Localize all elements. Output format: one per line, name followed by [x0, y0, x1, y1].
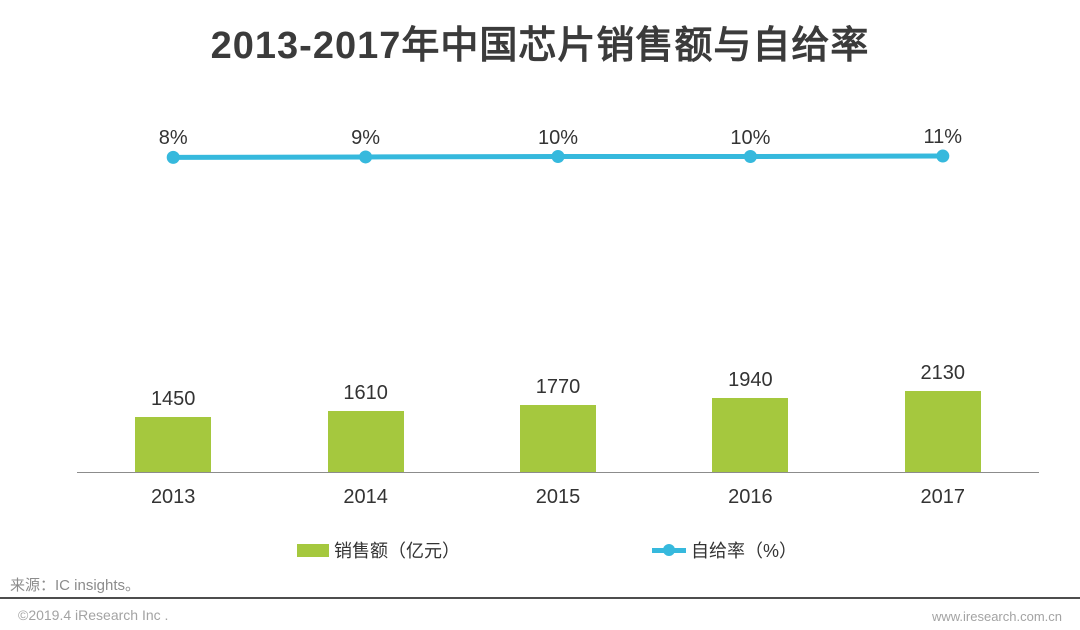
- chart-title: 2013-2017年中国芯片销售额与自给率: [210, 25, 870, 67]
- copyright-text: ©2019.4 iResearch Inc .: [18, 607, 169, 623]
- bar-value-label: 1610: [343, 382, 388, 404]
- website-url-text: www.iresearch.com.cn: [931, 609, 1062, 624]
- legend-label-rate: 自给率（%）: [691, 541, 798, 561]
- sales-bar: [135, 417, 212, 472]
- line-point-label: 9%: [351, 126, 381, 149]
- sales-bar: [712, 398, 789, 472]
- x-axis-label: 2014: [343, 486, 388, 508]
- legend-item-sales: 销售额（亿元）: [297, 538, 460, 562]
- x-axis-label: 2013: [150, 486, 196, 508]
- bar-value-label: 1940: [728, 369, 773, 391]
- x-axis-label: 2016: [728, 486, 773, 508]
- legend-item-rate: 自给率（%）: [652, 538, 797, 562]
- legend-label-sales: 销售额（亿元）: [334, 541, 460, 561]
- line-point-label: 8%: [158, 127, 188, 150]
- x-axis-label: 2017: [920, 486, 966, 508]
- line-swatch-icon: [652, 544, 686, 556]
- bar-value-label: 2130: [920, 362, 966, 384]
- footer-divider: [0, 597, 1080, 599]
- x-axis-line: [77, 472, 1039, 473]
- line-point-label: 10%: [730, 126, 771, 149]
- sales-bar: [904, 391, 981, 472]
- bar-value-label: 1450: [150, 388, 196, 410]
- x-axis-label: 2015: [535, 486, 581, 508]
- line-swatch-dot-icon: [663, 544, 675, 556]
- source-note: 来源：IC insights。: [10, 577, 141, 594]
- chart-legend: 销售额（亿元） 自给率（%）: [0, 538, 1080, 562]
- bar-value-label: 1770: [535, 376, 581, 398]
- line-point-label: 10%: [537, 126, 579, 149]
- sales-bar: [327, 411, 404, 472]
- bar-swatch-icon: [297, 543, 329, 557]
- sales-bar: [520, 405, 596, 472]
- line-point-label: 11%: [923, 126, 963, 149]
